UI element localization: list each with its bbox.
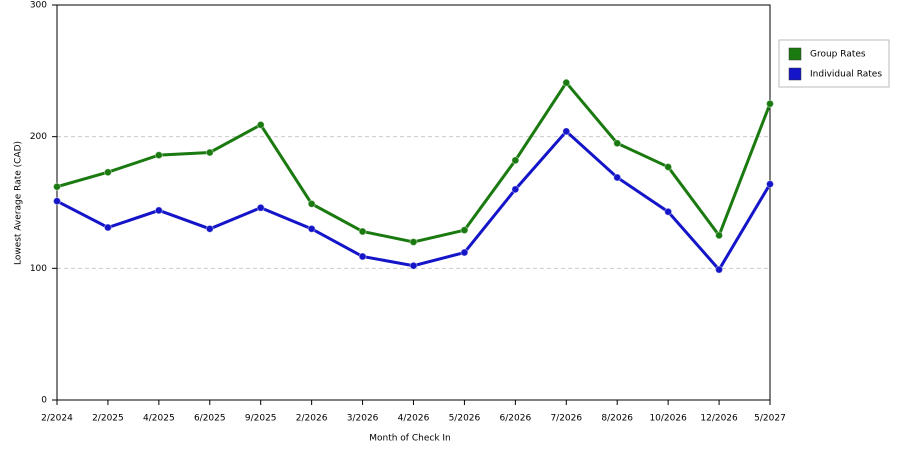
point (205, 224, 214, 233)
point (766, 99, 774, 108)
point (53, 197, 61, 206)
x-tick-label: 6/2026 (500, 414, 532, 424)
series-line (56, 80, 772, 244)
point (103, 168, 112, 177)
point (307, 199, 316, 208)
point (511, 156, 520, 165)
legend-swatch (788, 67, 802, 81)
point (664, 207, 673, 216)
point (613, 139, 622, 148)
x-tick-label: 2/2024 (41, 414, 73, 424)
x-axis-label: Month of Check In (369, 434, 451, 444)
y-axis-label: Lowest Average Rate (CAD) (14, 141, 24, 265)
point (358, 252, 367, 261)
x-tick-label: 5/2027 (754, 414, 786, 424)
x-tick-label: 4/2026 (398, 414, 430, 424)
x-tick-label: 5/2026 (449, 414, 481, 424)
plot-frame (56, 4, 771, 401)
x-tick-label: 2/2026 (296, 414, 328, 424)
y-tick-label: 100 (30, 264, 47, 274)
point (154, 206, 163, 215)
x-tick-label: 3/2026 (347, 414, 379, 424)
legend-swatch (788, 47, 802, 61)
x-tick-label: 8/2026 (601, 414, 633, 424)
y-tick-label: 0 (41, 396, 47, 406)
point (715, 265, 724, 274)
point (154, 151, 163, 160)
point (664, 162, 673, 171)
x-tick-label: 9/2025 (245, 414, 277, 424)
y-tick-label: 300 (30, 1, 47, 11)
point (256, 120, 265, 129)
series-line (56, 129, 772, 273)
x-tick-label: 12/2026 (700, 414, 738, 424)
point (103, 223, 112, 232)
point (613, 173, 622, 182)
point (205, 148, 214, 157)
x-tick-label: 6/2025 (194, 414, 226, 424)
point (409, 238, 418, 246)
point (511, 185, 520, 194)
point (460, 226, 469, 235)
point (409, 261, 418, 270)
x-tick-label: 10/2026 (649, 414, 687, 424)
point (307, 224, 316, 233)
point (53, 182, 61, 191)
point (562, 78, 571, 87)
point (766, 180, 774, 189)
point (460, 248, 469, 257)
legend-label: Individual Rates (810, 70, 882, 80)
x-tick-label: 7/2026 (550, 414, 582, 424)
point (256, 203, 265, 212)
x-tick-label: 2/2025 (92, 414, 124, 424)
y-tick-label: 200 (30, 132, 47, 142)
point (715, 231, 724, 240)
x-tick-label: 4/2025 (143, 414, 175, 424)
point (562, 127, 571, 136)
point (358, 227, 367, 236)
legend-label: Group Rates (810, 50, 866, 60)
